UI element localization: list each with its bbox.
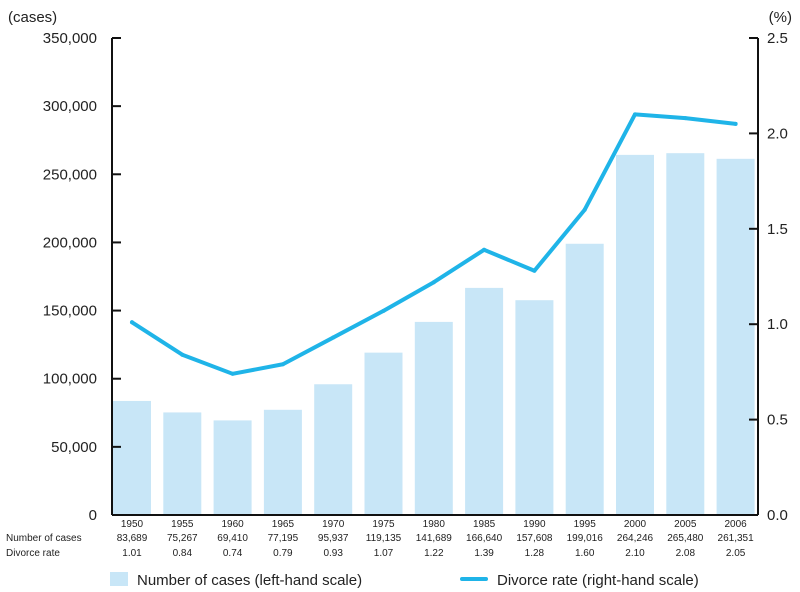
x-tick-label: 2006 [724, 519, 747, 530]
right-axis-ticks: 0.0 0.5 1.0 1.5 2.0 2.5 [749, 30, 788, 524]
cases-value-label: 77,195 [268, 533, 299, 544]
rate-point-2000 [633, 112, 637, 117]
cases-value-label: 265,480 [667, 533, 704, 544]
cases-value-label: 166,640 [466, 533, 503, 544]
right-tick-label: 1.0 [767, 316, 788, 333]
left-tick-label: 200,000 [43, 234, 97, 251]
x-tick-label: 1975 [372, 519, 395, 530]
left-tick-label: 100,000 [43, 371, 97, 388]
line-series [130, 112, 738, 376]
rate-value-label: 0.74 [223, 548, 243, 559]
cases-value-label: 75,267 [167, 533, 198, 544]
rate-point-1960 [230, 371, 235, 376]
cases-value-label: 83,689 [117, 533, 148, 544]
bar-1980 [414, 321, 453, 515]
cases-value-label: 69,410 [217, 533, 248, 544]
bar-1955 [163, 412, 202, 515]
rate-value-label: 2.10 [625, 548, 645, 559]
x-tick-label: 2000 [624, 519, 647, 530]
rate-point-1985 [482, 247, 487, 252]
axes [111, 38, 759, 516]
bar-2006 [716, 158, 755, 515]
row-label-cases: Number of cases [6, 533, 82, 544]
rate-point-1990 [532, 268, 537, 273]
right-tick-label: 2.5 [767, 30, 788, 47]
bar-2000 [616, 154, 654, 515]
rate-point-1980 [431, 280, 436, 285]
rate-point-1975 [381, 308, 386, 313]
right-tick-label: 0.0 [767, 507, 788, 524]
x-tick-label: 1950 [121, 519, 144, 530]
rate-value-label: 1.01 [122, 548, 142, 559]
left-tick-label: 50,000 [51, 439, 97, 456]
bar-1985 [465, 287, 504, 515]
cases-value-label: 199,016 [567, 533, 604, 544]
x-tick-label: 1955 [171, 519, 194, 530]
right-tick-label: 1.5 [767, 221, 788, 238]
legend-swatch-cases [110, 572, 128, 586]
bar-1975 [364, 352, 403, 515]
right-tick-label: 0.5 [767, 412, 788, 429]
cases-value-label: 95,937 [318, 533, 349, 544]
x-tick-label: 2005 [674, 519, 697, 530]
rate-value-label: 1.22 [424, 548, 444, 559]
left-tick-label: 0 [89, 507, 97, 524]
rate-point-1995 [582, 207, 587, 212]
cases-value-label: 157,608 [516, 533, 553, 544]
rate-value-label: 0.93 [323, 548, 343, 559]
left-tick-label: 300,000 [43, 98, 97, 115]
data-table: Number of cases Divorce rate 1950 83,689 1… [6, 519, 754, 559]
bar-1965 [263, 409, 302, 515]
rate-value-label: 2.05 [726, 548, 746, 559]
left-axis-ticks: 0 50,000 100,000 150,000 200,000 250,000 300,0… [43, 30, 121, 524]
bar-1960 [213, 420, 252, 515]
rate-point-1970 [331, 335, 336, 340]
x-tick-label: 1985 [473, 519, 496, 530]
rate-value-label: 1.07 [374, 548, 394, 559]
bar-1995 [565, 243, 604, 515]
left-tick-label: 150,000 [43, 303, 97, 320]
x-tick-label: 1995 [574, 519, 597, 530]
bar-series [113, 153, 755, 515]
right-axis-unit: (%) [769, 9, 792, 26]
bar-2005 [666, 153, 705, 515]
rate-point-1950 [130, 320, 134, 325]
left-tick-label: 350,000 [43, 30, 97, 47]
bar-1970 [314, 384, 353, 515]
legend-label-cases: Number of cases (left-hand scale) [137, 572, 362, 589]
row-label-rate: Divorce rate [6, 548, 60, 559]
rate-value-label: 1.28 [525, 548, 545, 559]
x-tick-label: 1970 [322, 519, 345, 530]
rate-point-1955 [180, 352, 185, 357]
rate-point-2006 [733, 121, 738, 126]
cases-value-label: 141,689 [416, 533, 453, 544]
bar-1950 [113, 400, 151, 515]
left-tick-label: 250,000 [43, 166, 97, 183]
cases-value-label: 261,351 [718, 533, 755, 544]
x-tick-label: 1965 [272, 519, 295, 530]
x-tick-label: 1960 [221, 519, 244, 530]
legend-label-rate: Divorce rate (right-hand scale) [497, 572, 699, 589]
bar-1990 [515, 300, 554, 515]
legend: Number of cases (left-hand scale) Divorc… [110, 572, 699, 589]
rate-value-label: 1.39 [474, 548, 494, 559]
x-tick-label: 1980 [423, 519, 446, 530]
rate-point-2005 [683, 116, 688, 121]
left-axis-unit: (cases) [8, 9, 57, 26]
x-tick-label: 1990 [523, 519, 546, 530]
rate-point-1965 [280, 362, 285, 367]
cases-value-label: 119,135 [366, 533, 402, 544]
right-tick-label: 2.0 [767, 125, 788, 142]
rate-value-label: 1.60 [575, 548, 595, 559]
rate-value-label: 0.84 [173, 548, 193, 559]
rate-value-label: 2.08 [676, 548, 696, 559]
rate-value-label: 0.79 [273, 548, 293, 559]
cases-value-label: 264,246 [617, 533, 654, 544]
